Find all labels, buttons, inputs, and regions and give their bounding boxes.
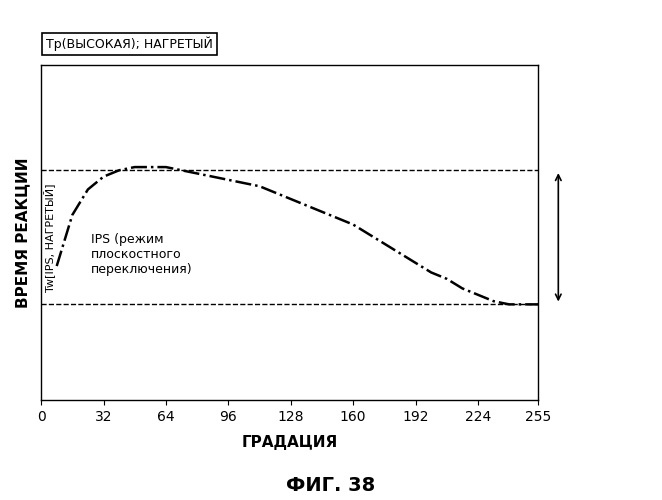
Text: Тр(ВЫСОКАЯ); НАГРЕТЫЙ: Тр(ВЫСОКАЯ); НАГРЕТЫЙ — [46, 37, 213, 52]
Text: IPS (режим
плоскостного
переключения): IPS (режим плоскостного переключения) — [91, 232, 193, 276]
Text: Tw[IPS, НАГРЕТЫЙ]: Tw[IPS, НАГРЕТЫЙ] — [43, 183, 55, 292]
Y-axis label: ВРЕМЯ РЕАКЦИИ: ВРЕМЯ РЕАКЦИИ — [15, 158, 30, 308]
X-axis label: ГРАДАЦИЯ: ГРАДАЦИЯ — [242, 435, 338, 450]
Text: ФИГ. 38: ФИГ. 38 — [287, 476, 375, 495]
